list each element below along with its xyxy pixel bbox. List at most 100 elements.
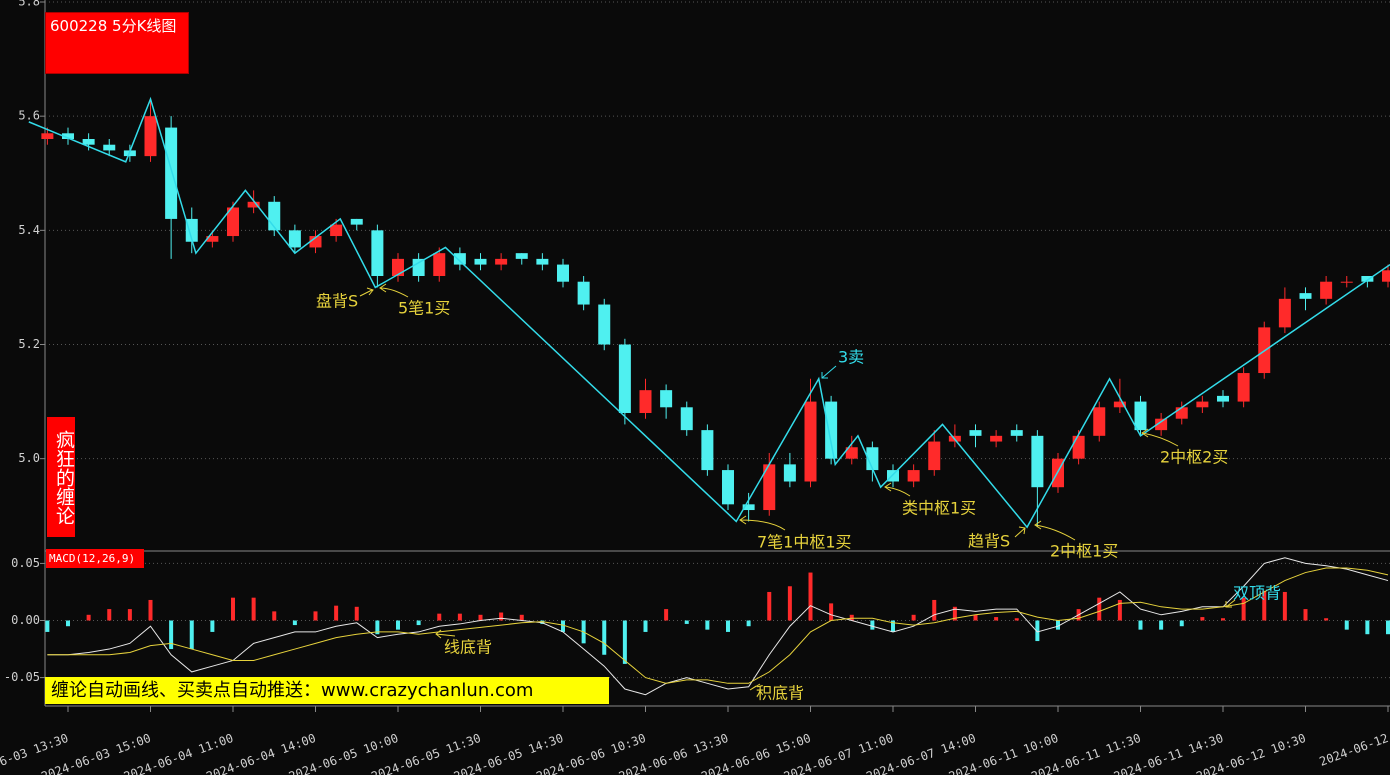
macd-bar: [602, 620, 607, 655]
arrow: [435, 629, 456, 639]
macd-bar: [1282, 591, 1287, 621]
candle-body: [309, 236, 322, 248]
candle-body: [350, 218, 363, 225]
y-tick-label: -0.05: [4, 670, 40, 684]
arrow: [1225, 599, 1236, 608]
macd-bar: [787, 586, 792, 621]
candle-body: [618, 344, 631, 413]
candle-body: [1320, 281, 1333, 299]
macd-bar: [416, 620, 421, 626]
candle-body: [330, 224, 343, 237]
candle-body: [1113, 401, 1126, 408]
macd-bar: [231, 597, 235, 621]
candle-body: [185, 218, 198, 242]
macd-bar: [272, 611, 277, 621]
annotation: 趋背S: [968, 532, 1010, 551]
macd-bar: [437, 613, 442, 621]
candle-body: [598, 304, 611, 345]
candle-body: [288, 230, 301, 248]
candle-body: [1278, 298, 1291, 328]
candle-body: [722, 470, 734, 505]
candle-body: [474, 258, 487, 265]
macd-bar: [127, 609, 132, 621]
y-tick-label: 5.4: [18, 223, 40, 237]
candle-body: [701, 430, 714, 471]
macd-bar: [622, 620, 627, 664]
candle-body: [1072, 435, 1085, 459]
macd-bar: [1035, 620, 1040, 642]
macd-bar: [1097, 597, 1102, 621]
stroke-line: [28, 96, 1390, 529]
macd-bar: [1241, 597, 1246, 621]
annotation: 2中枢2买: [1160, 448, 1228, 467]
arrow: [1141, 428, 1179, 447]
candle-body: [928, 441, 941, 471]
macd-bar: [726, 620, 730, 632]
macd-bar: [396, 620, 400, 630]
candle-body: [1382, 270, 1390, 282]
candle-body: [804, 401, 817, 482]
macd-bar: [457, 613, 462, 621]
macd-bar: [664, 609, 669, 621]
side-label: 疯狂的缠论: [47, 417, 75, 537]
annotation: 2中枢1买: [1050, 542, 1118, 561]
macd-bar: [994, 617, 999, 621]
candle-body: [453, 253, 466, 265]
macd-bar: [561, 620, 565, 632]
macd-bar: [354, 606, 359, 621]
macd-bar: [1159, 620, 1164, 630]
candle-body: [62, 133, 74, 139]
macd-bar: [148, 599, 153, 621]
macd-bar: [313, 611, 318, 621]
arrow: [1014, 526, 1026, 538]
candle-body: [1361, 276, 1374, 282]
annotation: 类中枢1买: [902, 499, 976, 518]
candle-body: [577, 281, 590, 305]
macd-bar: [1344, 620, 1349, 630]
candle-body: [1299, 293, 1312, 299]
candle-body: [371, 230, 384, 276]
macd-bar: [210, 620, 215, 632]
macd-bar: [1056, 620, 1060, 630]
macd-bar: [911, 614, 916, 621]
candle-body: [845, 447, 858, 459]
candle-body: [82, 139, 95, 145]
candle-body: [495, 258, 508, 265]
macd-bar: [705, 620, 710, 630]
candle-body: [1134, 401, 1147, 431]
macd-bar: [849, 614, 854, 621]
candle-body: [907, 470, 920, 482]
candle-body: [763, 464, 776, 511]
candle-body: [1217, 395, 1229, 402]
candle-body: [515, 253, 528, 259]
macd-bar: [1386, 620, 1390, 635]
candle-body: [392, 258, 404, 276]
arrow: [821, 365, 837, 379]
candle-body: [680, 407, 693, 431]
candle-body: [742, 504, 755, 511]
macd-bar: [1138, 620, 1143, 630]
macd-bar: [169, 620, 174, 650]
macd-bar: [519, 614, 524, 621]
macd-bar: [292, 620, 297, 626]
macd-bar: [1324, 618, 1329, 621]
macd-bar: [478, 614, 483, 621]
candle-body: [227, 207, 239, 237]
candle-body: [1010, 430, 1023, 436]
candle-body: [536, 258, 549, 265]
macd-bar: [1179, 620, 1184, 627]
candle-body: [144, 116, 157, 157]
macd-bar: [66, 620, 70, 627]
macd-bar: [334, 605, 339, 621]
annotation: 7笔1中枢1买: [757, 533, 852, 552]
macd-bar: [45, 620, 50, 632]
macd-bar: [870, 620, 875, 630]
candle-body: [103, 144, 116, 151]
candle-body: [1031, 435, 1044, 488]
annotation: 盘背S: [316, 292, 358, 311]
macd-bar: [1365, 620, 1370, 635]
macd-line: [47, 567, 1389, 684]
macd-bar: [499, 612, 504, 621]
arrow: [749, 683, 761, 691]
